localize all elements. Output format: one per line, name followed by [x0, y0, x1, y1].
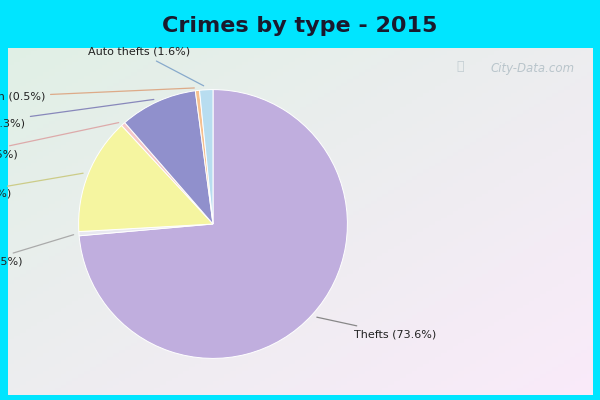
Text: Arson (0.5%): Arson (0.5%) — [0, 88, 194, 101]
Text: Robberies (0.5%): Robberies (0.5%) — [0, 123, 119, 159]
Wedge shape — [122, 123, 213, 224]
Wedge shape — [125, 91, 213, 224]
Text: Rapes (0.5%): Rapes (0.5%) — [0, 235, 74, 267]
Text: Burglaries (14.0%): Burglaries (14.0%) — [0, 173, 83, 200]
Wedge shape — [79, 90, 347, 358]
Text: City-Data.com: City-Data.com — [491, 62, 575, 75]
Wedge shape — [196, 90, 213, 224]
Text: Crimes by type - 2015: Crimes by type - 2015 — [163, 16, 437, 36]
Text: Assaults (9.3%): Assaults (9.3%) — [0, 100, 154, 128]
Wedge shape — [200, 90, 213, 224]
Text: Thefts (73.6%): Thefts (73.6%) — [317, 317, 436, 339]
Text: ⓘ: ⓘ — [456, 60, 464, 73]
Wedge shape — [79, 224, 213, 236]
Text: Auto thefts (1.6%): Auto thefts (1.6%) — [88, 47, 203, 86]
Wedge shape — [79, 126, 213, 232]
